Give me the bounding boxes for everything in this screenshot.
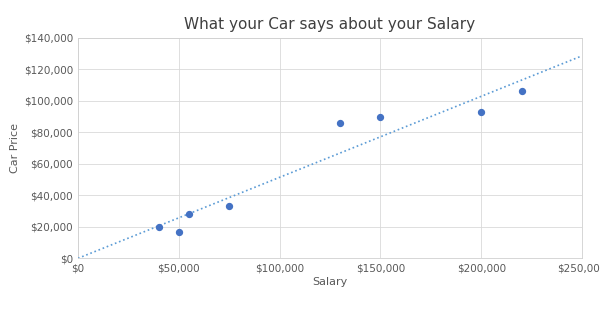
Point — [376, 114, 385, 119]
X-axis label: Salary: Salary — [313, 277, 347, 287]
Point — [184, 212, 194, 217]
Point — [174, 229, 184, 234]
Title: What your Car says about your Salary: What your Car says about your Salary — [184, 17, 476, 32]
Point — [517, 89, 526, 94]
Point — [476, 109, 486, 114]
Point — [335, 120, 345, 125]
Y-axis label: Car Price: Car Price — [10, 123, 20, 173]
Point — [154, 224, 163, 229]
Point — [224, 204, 234, 209]
